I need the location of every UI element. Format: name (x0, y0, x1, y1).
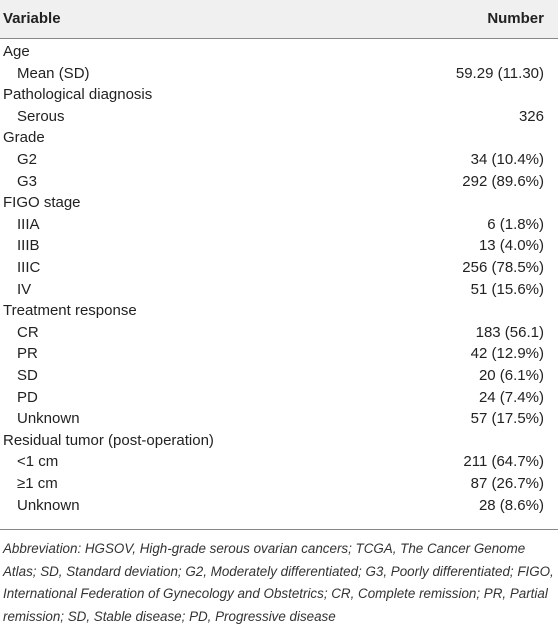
row-label: CR (17, 323, 39, 341)
group-label: FIGO stage (3, 194, 81, 212)
footnote: Abbreviation: HGSOV, High-grade serous o… (3, 541, 554, 624)
row-value: 20 (6.1%) (478, 367, 544, 384)
row-value: 292 (89.6%) (462, 172, 544, 190)
row-value: 42 (12.9%) (470, 345, 544, 363)
row-label: SD (17, 367, 38, 384)
row-label: ≥1 cm (17, 475, 58, 492)
row-value: 24 (7.4%) (478, 388, 544, 406)
group-label: Treatment response (3, 302, 137, 320)
bottom-rule (0, 529, 558, 530)
row-value: 211 (64.7%) (463, 453, 544, 471)
row-label: IIIA (17, 215, 40, 233)
group-label: Pathological diagnosis (3, 86, 153, 104)
row-label: IV (17, 280, 32, 298)
header-variable: Variable (3, 10, 61, 27)
row-value: 34 (10.4%) (470, 151, 544, 168)
row-value: 183 (56.1) (475, 323, 544, 341)
row-label: Unknown (17, 410, 80, 428)
row-label: Unknown (17, 496, 80, 514)
row-label: PD (17, 388, 38, 406)
row-value: 57 (17.5%) (470, 410, 544, 428)
group-label: Grade (3, 129, 45, 147)
row-label: G3 (17, 172, 38, 190)
row-value: 326 (518, 107, 544, 125)
row-label: IIIC (17, 259, 41, 276)
header-row: Variable Number (0, 0, 558, 39)
row-label: PR (17, 345, 38, 363)
row-label: <1 cm (17, 453, 59, 471)
group-label: Residual tumor (post-operation) (3, 431, 214, 449)
row-value: 59.29 (11.30) (455, 64, 544, 82)
row-value: 28 (8.6%) (478, 496, 544, 514)
row-value: 256 (78.5%) (462, 259, 544, 276)
row-value: 51 (15.6%) (470, 280, 544, 298)
row-label: Mean (SD) (17, 64, 90, 82)
row-value: 6 (1.8%) (487, 215, 544, 233)
row-label: G2 (17, 151, 38, 168)
row-value: 87 (26.7%) (470, 475, 544, 492)
group-label: Age (3, 43, 30, 60)
row-value: 13 (4.0%) (478, 237, 544, 255)
row-label: IIIB (17, 237, 40, 255)
row-label: Serous (17, 107, 65, 125)
header-number: Number (487, 10, 544, 27)
